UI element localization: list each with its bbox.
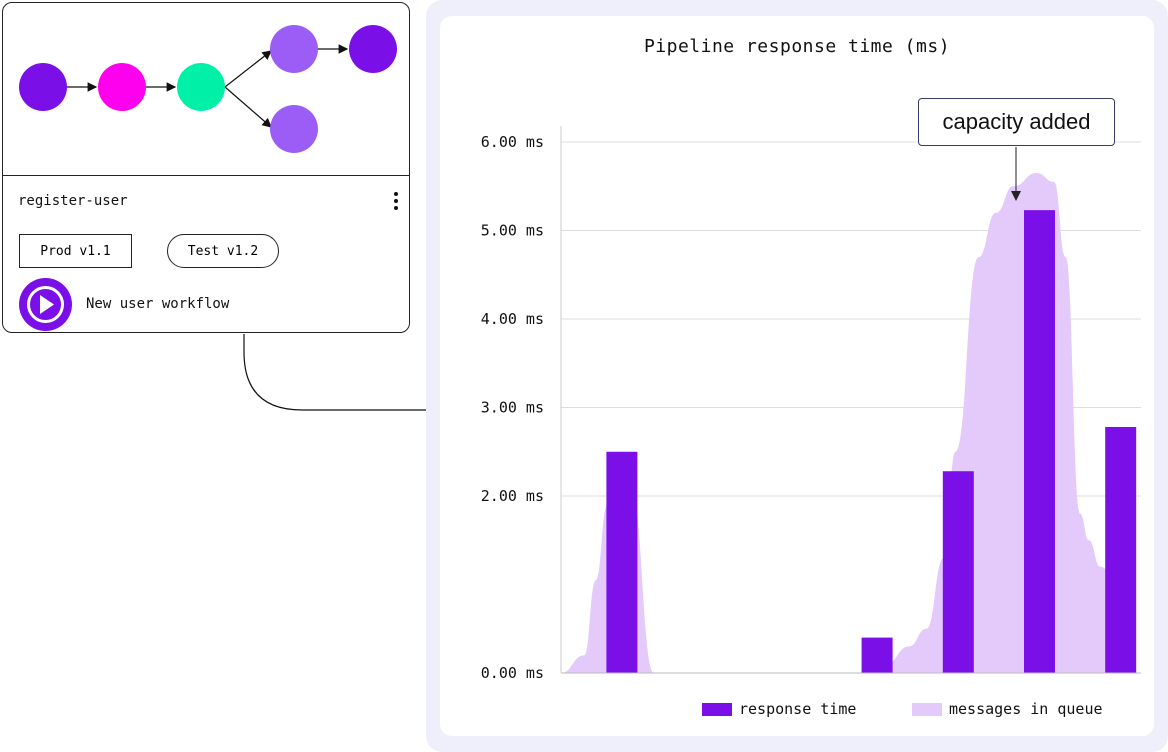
bar-response-time	[942, 471, 974, 673]
workflow-name: register-user	[18, 193, 128, 209]
graph-edge	[224, 50, 272, 88]
bar-response-time	[1105, 426, 1137, 673]
y-tick-label: 6.00 ms	[481, 133, 544, 151]
workflow-graph-svg	[19, 25, 397, 153]
graph-node[interactable]	[177, 63, 225, 111]
workflow-graph	[3, 3, 409, 175]
annotation-arrowhead	[1011, 191, 1021, 201]
y-tick-label: 3.00 ms	[481, 399, 544, 417]
graph-node[interactable]	[270, 105, 318, 153]
workflow-card[interactable]: register-user Prod v1.1 Test v1.2 New us…	[2, 2, 410, 333]
legend-response-time: response time	[702, 700, 856, 718]
graph-node[interactable]	[349, 25, 397, 73]
graph-node[interactable]	[98, 63, 146, 111]
y-tick-label: 0.00 ms	[481, 664, 544, 682]
y-tick-label: 4.00 ms	[481, 310, 544, 328]
graph-node[interactable]	[270, 25, 318, 73]
more-options-icon[interactable]	[389, 190, 403, 212]
workflow-description: New user workflow	[86, 296, 230, 312]
graph-node[interactable]	[19, 63, 67, 111]
y-tick-label: 2.00 ms	[481, 487, 544, 505]
bar-response-time	[1024, 210, 1055, 673]
graph-edge	[224, 86, 272, 128]
legend-label: response time	[739, 700, 857, 718]
version-button-test[interactable]: Test v1.2	[167, 234, 279, 268]
legend-swatch-bar	[702, 702, 732, 716]
card-divider	[3, 175, 409, 176]
legend-swatch-area	[912, 702, 942, 716]
legend-messages-in-queue: messages in queue	[912, 700, 1103, 718]
legend-label: messages in queue	[949, 700, 1103, 718]
play-icon	[27, 286, 64, 323]
play-button[interactable]	[19, 278, 72, 331]
chart-title: Pipeline response time (ms)	[643, 36, 951, 57]
bar-response-time	[606, 451, 638, 673]
version-button-prod[interactable]: Prod v1.1	[19, 234, 132, 268]
capacity-annotation: capacity added	[918, 98, 1115, 146]
bar-response-time	[861, 637, 893, 673]
y-tick-label: 5.00 ms	[481, 222, 544, 240]
area-messages-in-queue	[561, 172, 1136, 673]
